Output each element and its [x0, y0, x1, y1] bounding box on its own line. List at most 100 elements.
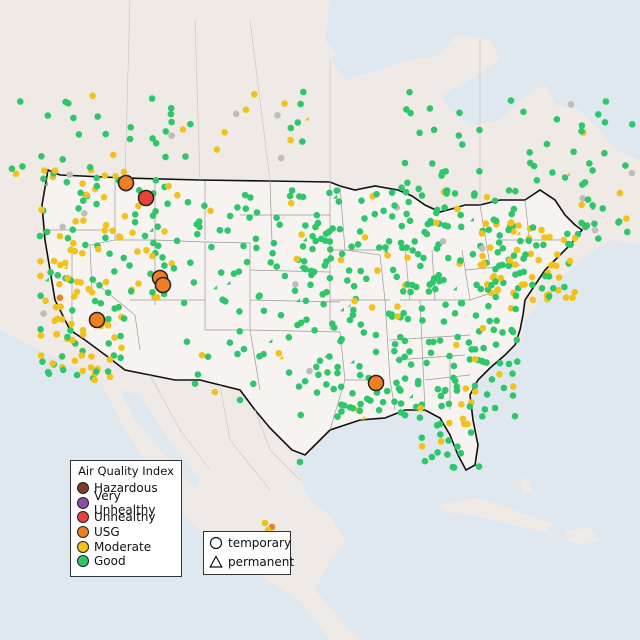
station-marker	[230, 270, 238, 278]
legend-item-moderate: Moderate	[71, 539, 181, 554]
station-marker	[72, 218, 79, 225]
station-marker	[492, 278, 499, 286]
station-marker	[131, 218, 139, 226]
station-marker	[93, 200, 100, 208]
station-marker	[73, 288, 81, 296]
station-marker	[357, 400, 364, 408]
station-marker	[492, 341, 500, 348]
station-marker	[217, 269, 225, 276]
station-marker	[357, 321, 365, 328]
station-marker	[195, 218, 203, 225]
station-marker	[100, 193, 108, 201]
station-marker	[309, 245, 316, 253]
station-marker	[37, 258, 44, 265]
station-marker	[187, 120, 194, 128]
station-marker	[446, 419, 453, 427]
station-marker	[106, 373, 114, 381]
station-marker	[159, 254, 166, 261]
station-marker	[240, 345, 248, 353]
station-marker	[450, 374, 457, 382]
station-marker	[325, 228, 333, 235]
legend-item-permanent: permanent	[204, 553, 294, 570]
station-marker	[63, 265, 68, 270]
station-marker	[601, 149, 608, 157]
station-marker	[429, 160, 436, 167]
station-marker	[322, 237, 329, 244]
station-marker	[281, 272, 289, 280]
station-marker	[162, 128, 170, 135]
station-marker	[515, 222, 522, 229]
station-marker	[296, 458, 304, 466]
station-marker	[566, 241, 573, 248]
station-marker	[488, 376, 496, 383]
station-marker	[303, 316, 310, 324]
station-marker	[191, 380, 199, 388]
station-marker	[356, 228, 364, 235]
station-marker	[161, 262, 168, 269]
station-marker	[79, 180, 86, 187]
station-marker	[59, 316, 66, 323]
station-marker	[110, 352, 118, 359]
station-marker	[79, 367, 87, 375]
station-marker	[256, 292, 263, 300]
station-marker	[319, 291, 327, 298]
station-marker	[131, 211, 139, 218]
station-marker	[59, 223, 66, 231]
station-marker	[149, 135, 156, 142]
station-marker	[469, 217, 474, 222]
station-marker	[64, 333, 71, 341]
station-marker	[485, 226, 493, 234]
station-marker	[491, 404, 499, 412]
station-marker	[51, 317, 58, 325]
station-marker	[269, 249, 276, 257]
station-marker	[91, 297, 99, 305]
station-marker	[582, 223, 589, 231]
station-marker	[204, 353, 212, 361]
station-marker	[208, 243, 215, 251]
station-marker	[481, 406, 489, 413]
station-marker	[397, 333, 404, 341]
station-marker	[458, 401, 465, 408]
station-marker	[270, 239, 278, 247]
station-marker	[479, 324, 487, 332]
station-marker	[242, 205, 250, 212]
station-marker	[323, 381, 330, 388]
mexico-state-borders	[149, 374, 301, 491]
station-marker	[334, 369, 341, 377]
station-marker	[92, 368, 100, 375]
station-marker	[458, 299, 466, 307]
station-marker	[196, 223, 203, 231]
station-marker	[384, 252, 391, 259]
station-marker	[152, 139, 160, 147]
station-marker	[418, 305, 426, 312]
legend-label: Very Unhealthy	[94, 488, 156, 517]
station-marker	[235, 268, 243, 275]
station-marker	[391, 340, 399, 348]
station-marker	[497, 274, 505, 282]
station-marker	[68, 336, 76, 344]
station-marker	[198, 351, 206, 359]
station-marker	[234, 204, 241, 211]
station-marker	[226, 339, 234, 347]
station-marker	[327, 246, 334, 253]
legend-label: Good	[94, 554, 126, 569]
station-marker	[350, 359, 355, 364]
station-marker	[409, 247, 417, 254]
station-marker	[287, 124, 295, 132]
station-marker	[302, 237, 307, 242]
station-marker	[423, 359, 430, 367]
station-marker	[561, 283, 568, 291]
station-marker	[475, 463, 483, 470]
station-marker	[241, 191, 249, 199]
station-marker	[56, 232, 64, 240]
station-marker	[566, 172, 571, 177]
station-marker	[397, 400, 405, 407]
station-marker	[516, 231, 521, 236]
station-marker	[194, 230, 201, 238]
station-marker	[509, 392, 517, 399]
station-marker	[356, 371, 364, 379]
station-marker	[226, 212, 234, 220]
station-marker	[529, 296, 537, 304]
station-marker	[420, 254, 427, 262]
station-marker	[399, 288, 407, 295]
